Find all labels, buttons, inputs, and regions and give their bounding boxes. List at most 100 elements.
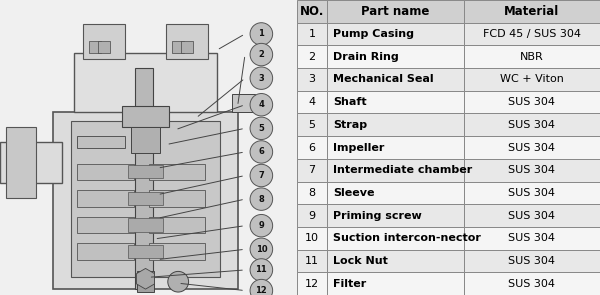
Text: Suction intercon-nector: Suction intercon-nector <box>334 233 481 243</box>
Text: Drain Ring: Drain Ring <box>334 52 399 62</box>
Bar <box>181 41 193 53</box>
Circle shape <box>250 279 272 295</box>
Bar <box>328 68 464 91</box>
Bar <box>77 164 134 180</box>
Text: SUS 304: SUS 304 <box>508 233 556 243</box>
Text: Lock Nut: Lock Nut <box>334 256 388 266</box>
Circle shape <box>250 117 272 140</box>
Text: Intermediate chamber: Intermediate chamber <box>334 165 473 175</box>
Bar <box>71 121 220 277</box>
Bar <box>166 24 208 59</box>
Bar <box>297 204 328 227</box>
Text: SUS 304: SUS 304 <box>508 211 556 221</box>
Bar <box>464 272 600 295</box>
Text: SUS 304: SUS 304 <box>508 279 556 289</box>
Circle shape <box>250 164 272 187</box>
Bar <box>172 41 184 53</box>
Text: 9: 9 <box>308 211 316 221</box>
Bar <box>128 218 163 232</box>
Bar <box>149 243 205 260</box>
Bar <box>297 68 328 91</box>
Bar <box>464 159 600 181</box>
Bar <box>464 45 600 68</box>
Text: Shaft: Shaft <box>334 97 367 107</box>
Text: SUS 304: SUS 304 <box>508 142 556 153</box>
Bar <box>74 53 217 112</box>
Text: 8: 8 <box>259 195 264 204</box>
Text: 4: 4 <box>308 97 316 107</box>
Bar <box>77 136 125 148</box>
Text: 1: 1 <box>308 29 316 39</box>
Bar <box>297 272 328 295</box>
Circle shape <box>250 214 272 237</box>
Bar <box>464 0 600 23</box>
Text: 3: 3 <box>308 74 316 84</box>
Bar <box>137 271 154 292</box>
Bar <box>328 23 464 45</box>
Bar <box>297 23 328 45</box>
Text: 7: 7 <box>259 171 264 180</box>
Bar <box>128 245 163 258</box>
Text: SUS 304: SUS 304 <box>508 120 556 130</box>
Bar <box>297 91 328 114</box>
Bar <box>297 159 328 181</box>
Bar <box>297 114 328 136</box>
Text: Pump Casing: Pump Casing <box>334 29 415 39</box>
Bar <box>77 243 134 260</box>
Bar <box>131 127 160 153</box>
Bar <box>328 114 464 136</box>
Bar <box>328 45 464 68</box>
Bar <box>297 181 328 204</box>
Text: Part name: Part name <box>361 5 430 18</box>
Bar <box>328 204 464 227</box>
Bar <box>77 217 134 233</box>
Bar <box>6 127 35 198</box>
Bar <box>149 164 205 180</box>
Circle shape <box>250 43 272 66</box>
Bar <box>464 227 600 250</box>
Bar <box>77 190 134 206</box>
Bar <box>149 190 205 206</box>
Bar <box>464 23 600 45</box>
Text: 1: 1 <box>259 30 264 38</box>
Text: 2: 2 <box>259 50 264 59</box>
Text: Mechanical Seal: Mechanical Seal <box>334 74 434 84</box>
Text: Material: Material <box>504 5 559 18</box>
Bar <box>328 272 464 295</box>
Text: 8: 8 <box>308 188 316 198</box>
Bar <box>0 142 62 183</box>
Bar <box>464 136 600 159</box>
Circle shape <box>250 259 272 281</box>
Bar <box>297 45 328 68</box>
Bar <box>83 24 125 59</box>
Bar <box>328 159 464 181</box>
Bar <box>328 0 464 23</box>
Circle shape <box>250 67 272 89</box>
Text: 10: 10 <box>305 233 319 243</box>
Text: 10: 10 <box>256 245 267 254</box>
Bar <box>53 112 238 289</box>
Bar <box>122 106 169 127</box>
Text: SUS 304: SUS 304 <box>508 188 556 198</box>
Bar <box>297 0 328 23</box>
Bar <box>328 181 464 204</box>
Circle shape <box>250 141 272 163</box>
Bar <box>328 136 464 159</box>
Bar <box>464 114 600 136</box>
Text: 3: 3 <box>259 74 264 83</box>
Text: Sleeve: Sleeve <box>334 188 375 198</box>
Text: 5: 5 <box>259 124 264 133</box>
Text: NBR: NBR <box>520 52 544 62</box>
Text: 11: 11 <box>305 256 319 266</box>
Text: Priming screw: Priming screw <box>334 211 422 221</box>
Bar <box>297 227 328 250</box>
Bar <box>464 204 600 227</box>
Bar <box>89 41 101 53</box>
Text: NO.: NO. <box>300 5 325 18</box>
Text: 6: 6 <box>259 148 264 156</box>
Circle shape <box>250 238 272 260</box>
Text: FCD 45 / SUS 304: FCD 45 / SUS 304 <box>483 29 581 39</box>
Bar <box>328 91 464 114</box>
Bar <box>297 250 328 272</box>
Text: 9: 9 <box>259 221 264 230</box>
